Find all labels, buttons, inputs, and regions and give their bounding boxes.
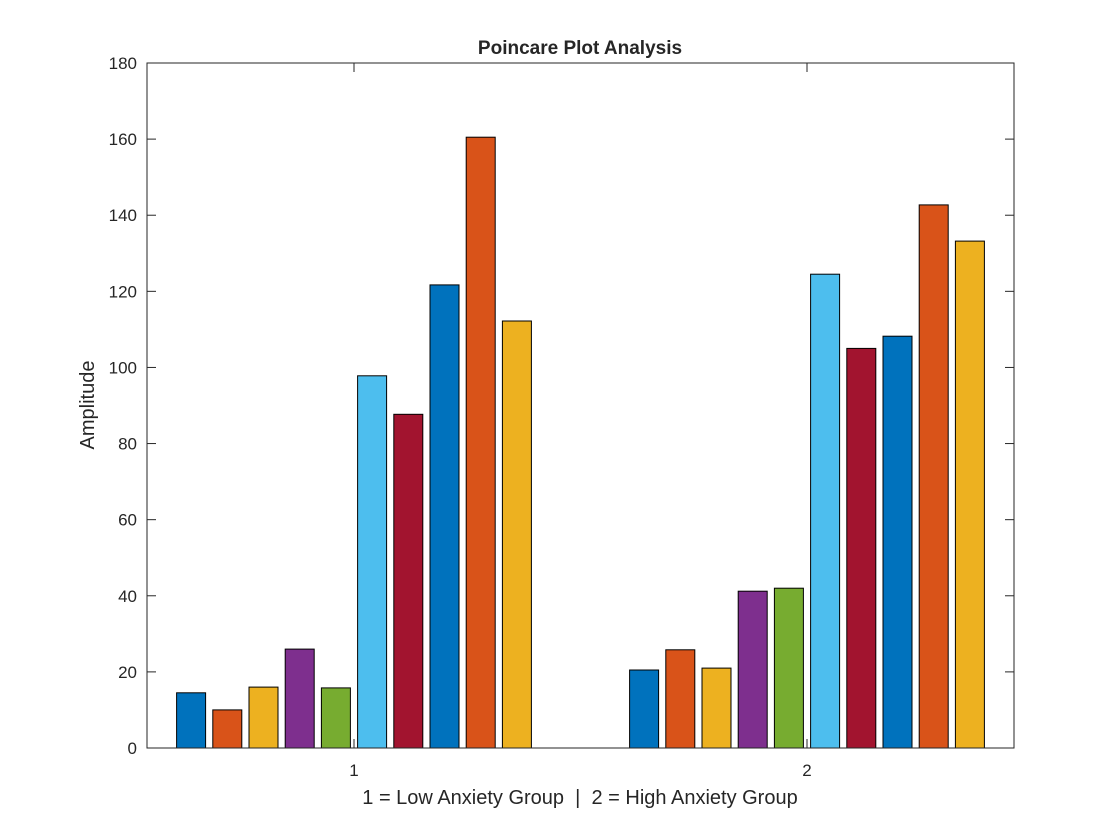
- bar-group1-series7: [393, 413, 424, 749]
- bar-group2-series9: [918, 204, 949, 749]
- y-tick-label: 60: [118, 511, 137, 530]
- bar-group1-series9: [465, 136, 496, 749]
- y-tick-label: 20: [118, 663, 137, 682]
- y-tick-label: 140: [109, 206, 137, 225]
- chart-title: Poincare Plot Analysis: [478, 38, 682, 59]
- y-tick-label: 120: [109, 282, 137, 301]
- bar-group1-series8: [429, 284, 460, 749]
- x-tick-label: 2: [802, 761, 811, 780]
- bar-group1-series4: [284, 648, 315, 749]
- bar-group1-series10: [501, 320, 532, 749]
- y-axis-label: Amplitude: [77, 361, 99, 450]
- y-tick-label: 40: [118, 587, 137, 606]
- y-tick-label: 0: [128, 739, 137, 758]
- x-tick-label: 1: [349, 761, 358, 780]
- bar-group2-series1: [629, 669, 660, 749]
- axes-layer: 0 20 40 60 80 100 120 140 160 180 1 2: [109, 54, 1015, 780]
- bar-group2-series3: [701, 667, 732, 749]
- bar-group1-series5: [320, 687, 351, 749]
- y-tick-label: 100: [109, 358, 137, 377]
- y-tick-label: 180: [109, 54, 137, 73]
- bar-group1-series2: [212, 709, 243, 749]
- plot-area-frame: [146, 62, 1015, 749]
- bar-group1-series3: [248, 686, 279, 749]
- bar-group2-series2: [665, 649, 696, 749]
- bars-layer: [176, 136, 985, 749]
- bar-group2-series5: [773, 587, 804, 749]
- bar-group2-series7: [846, 347, 877, 749]
- bar-group2-series6: [810, 273, 841, 749]
- bar-group2-series4: [737, 590, 768, 749]
- bar-group1-series1: [176, 692, 207, 749]
- x-axis-label: 1 = Low Anxiety Group | 2 = High Anxiety…: [362, 787, 797, 809]
- y-tick-label: 160: [109, 130, 137, 149]
- y-tick-label: 80: [118, 435, 137, 454]
- bar-group2-series10: [954, 240, 985, 749]
- bar-group1-series6: [357, 375, 388, 749]
- bar-group2-series8: [882, 335, 913, 749]
